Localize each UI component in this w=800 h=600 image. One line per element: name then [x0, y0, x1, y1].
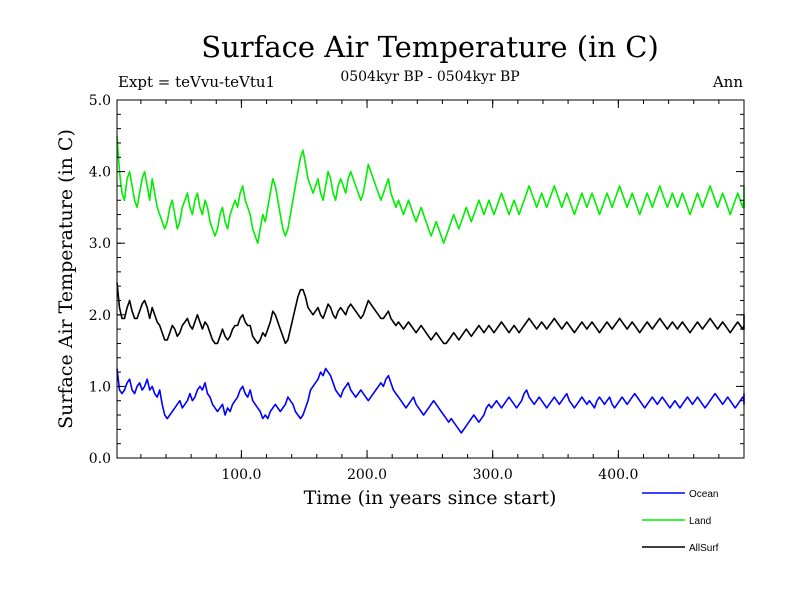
y-tick-label: 0.0	[89, 451, 111, 467]
chart-subtitle: 0504kyr BP - 0504kyr BP	[340, 69, 519, 85]
ticks-layer: 0.0 1.0 2.0 3.0 4.0 5.0 100.0 200.0 300.0 400.0	[89, 93, 744, 483]
x-tick-label: 400.0	[598, 467, 638, 483]
y-tick-label: 1.0	[89, 379, 111, 395]
chart-title: Surface Air Temperature (in C)	[201, 30, 659, 64]
x-tick-label: 200.0	[347, 467, 387, 483]
series-layer	[116, 135, 745, 434]
series-line-allsurf	[116, 282, 745, 345]
plot-area: 0.0 1.0 2.0 3.0 4.0 5.0 100.0 200.0 300.0 400.0	[89, 93, 745, 483]
legend: Ocean Land AllSurf	[642, 489, 719, 554]
plot-frame	[116, 99, 745, 459]
y-tick-label: 3.0	[89, 236, 111, 252]
legend-label-ocean: Ocean	[689, 489, 718, 500]
y-tick-label: 4.0	[89, 165, 111, 181]
x-tick-label: 300.0	[473, 467, 513, 483]
expt-label: Expt = teVvu-teVtu1	[118, 73, 275, 91]
y-tick-label: 2.0	[89, 308, 111, 324]
x-tick-label: 100.0	[221, 467, 261, 483]
legend-label-allsurf: AllSurf	[689, 543, 719, 554]
series-line-ocean	[116, 367, 745, 434]
y-axis-label: Surface Air Temperature (in C)	[55, 129, 77, 429]
series-line-land	[116, 135, 745, 244]
season-label: Ann	[712, 73, 743, 91]
legend-label-land: Land	[689, 516, 711, 527]
y-tick-label: 5.0	[89, 93, 111, 109]
x-axis-label: Time (in years since start)	[304, 487, 557, 509]
